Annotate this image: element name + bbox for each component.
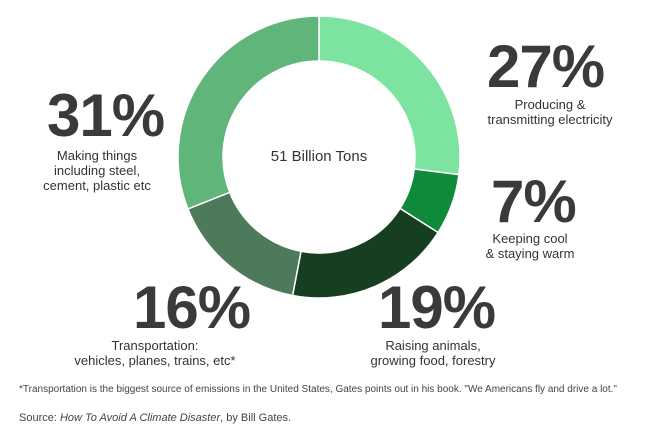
- desc-agriculture-line2: growing food, forestry: [370, 353, 496, 368]
- desc-manufacturing-line3: cement, plastic etc: [43, 178, 151, 193]
- desc-manufacturing: Making things including steel, cement, p…: [32, 148, 162, 193]
- source-prefix: Source:: [19, 412, 60, 424]
- pct-label-manufacturing: 31%: [47, 82, 165, 149]
- source-line: Source: How To Avoid A Climate Disaster,…: [19, 412, 291, 424]
- desc-electricity-line2: transmitting electricity: [487, 112, 613, 127]
- desc-agriculture: Raising animals, growing food, forestry: [358, 338, 508, 368]
- desc-manufacturing-line1: Making things: [56, 148, 138, 163]
- slice-electricity: [318, 15, 461, 176]
- pct-label-transportation: 16%: [133, 274, 251, 341]
- desc-heating-line2: & staying warm: [485, 246, 575, 261]
- pct-label-heating: 7%: [491, 168, 577, 235]
- slice-manufacturing: [177, 15, 320, 210]
- source-suffix: , by Bill Gates.: [220, 412, 292, 424]
- desc-electricity-line1: Producing &: [514, 97, 586, 112]
- desc-transportation-line2: vehicles, planes, trains, etc*: [74, 353, 236, 368]
- desc-heating-line1: Keeping cool: [492, 231, 568, 246]
- desc-electricity: Producing & transmitting electricity: [475, 97, 625, 127]
- pct-label-agriculture: 19%: [378, 274, 496, 341]
- desc-agriculture-line1: Raising animals,: [385, 338, 481, 353]
- source-title: How To Avoid A Climate Disaster: [59, 412, 221, 424]
- pct-label-electricity: 27%: [487, 33, 605, 100]
- desc-transportation: Transportation: vehicles, planes, trains…: [60, 338, 250, 368]
- center-label: 51 Billion Tons: [270, 148, 368, 165]
- desc-transportation-line1: Transportation:: [111, 338, 199, 353]
- desc-manufacturing-line2: including steel,: [54, 163, 140, 178]
- desc-heating: Keeping cool & staying warm: [465, 231, 595, 261]
- footnote: *Transportation is the biggest source of…: [19, 384, 617, 395]
